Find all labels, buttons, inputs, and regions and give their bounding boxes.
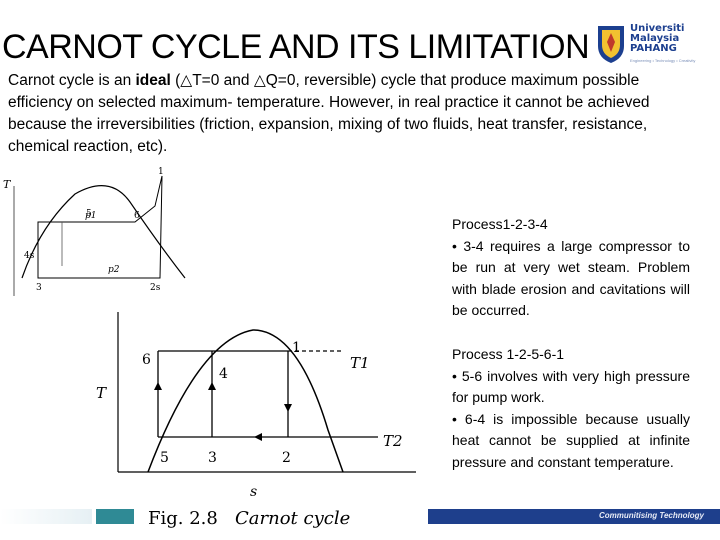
process1-heading: Process1-2-3-4 bbox=[452, 216, 548, 232]
point-4s-label: 4s bbox=[24, 251, 35, 261]
process1-bullet: • 3-4 requires a large compressor to be … bbox=[452, 237, 690, 319]
footer-teal-bar bbox=[96, 509, 134, 524]
crest-icon bbox=[598, 26, 624, 63]
process-1-2-5-6-1-block: Process 1-2-5-6-1 • 5-6 involves with ve… bbox=[452, 344, 690, 473]
logo-text: Universiti Malaysia PAHANG bbox=[630, 23, 685, 54]
footer-left-bar bbox=[0, 509, 92, 524]
t2-label: T2 bbox=[383, 432, 403, 450]
process2-bullet-1: • 5-6 involves with very high pressure f… bbox=[452, 367, 690, 406]
point-2-label: 2 bbox=[282, 450, 291, 466]
footer-right-bar: Communitising Technology bbox=[428, 509, 720, 524]
process2-bullet-2: • 6-4 is impossible because usually heat… bbox=[452, 410, 690, 470]
p1-label: p1 bbox=[85, 211, 97, 221]
process-1-2-3-4-block: Process1-2-3-4 • 3-4 requires a large co… bbox=[452, 214, 690, 322]
intro-paragraph: Carnot cycle is an ideal (△T=0 and △Q=0,… bbox=[8, 72, 650, 155]
point-4-label: 4 bbox=[219, 366, 228, 382]
point-6-label: 6 bbox=[142, 352, 151, 368]
point-3-label: 3 bbox=[36, 283, 42, 293]
ts-diagram-main: T s T1 T2 1 2 3 4 5 6 bbox=[96, 312, 416, 500]
cycle-path-1 bbox=[37, 175, 163, 279]
p2-label: p2 bbox=[108, 265, 120, 275]
s-axis-label: s bbox=[250, 484, 257, 500]
saturation-dome bbox=[147, 329, 344, 473]
point-5-label: 5 bbox=[160, 450, 169, 466]
point-1-label: 1 bbox=[158, 167, 164, 177]
logo-tagline: Engineering • Technology • Creativity bbox=[630, 58, 696, 63]
intro-bold-ideal: ideal bbox=[135, 72, 171, 89]
t1-label: T1 bbox=[350, 354, 370, 372]
point-1-label: 1 bbox=[292, 340, 301, 356]
point-5-label: 5 bbox=[86, 209, 92, 219]
figure-caption: Fig. 2.8 Carnot cycle bbox=[148, 508, 351, 529]
point-2s-label: 2s bbox=[150, 283, 161, 293]
t-axis-label: T bbox=[3, 178, 12, 191]
university-logo: Universiti Malaysia PAHANG Engineering •… bbox=[596, 22, 720, 68]
t-axis-label: T bbox=[96, 384, 107, 402]
point-3-label: 3 bbox=[208, 450, 217, 466]
process2-heading: Process 1-2-5-6-1 bbox=[452, 346, 565, 362]
slide-title: CARNOT CYCLE AND ITS LIMITATION bbox=[2, 28, 590, 66]
point-6-label: 6 bbox=[134, 211, 140, 221]
footer-slogan: Communitising Technology bbox=[598, 511, 704, 520]
saturation-dome bbox=[21, 185, 186, 279]
ts-diagram-small: T p1 p2 1 5 6 4s 3 2s bbox=[3, 167, 186, 296]
